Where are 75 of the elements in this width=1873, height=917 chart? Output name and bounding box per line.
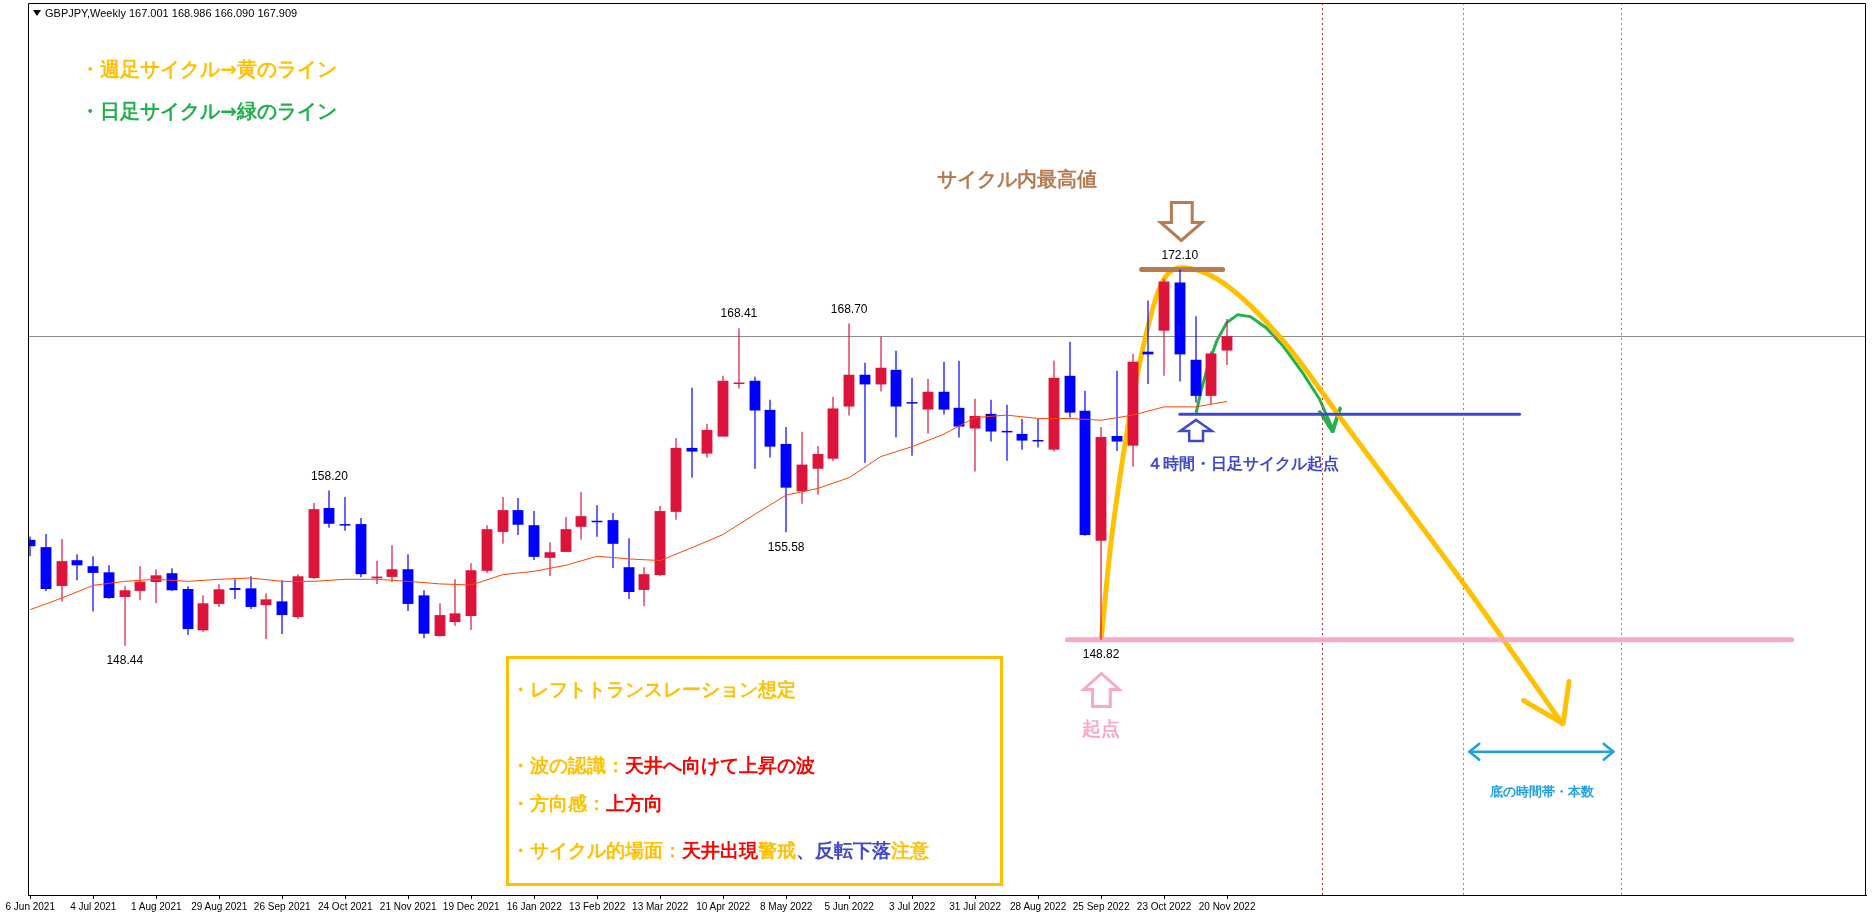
text: 注意 xyxy=(891,838,930,861)
annotation: 155.58 xyxy=(767,539,805,554)
x-tick-label: 19 Dec 2021 xyxy=(442,900,500,912)
text: サイクル内最高値 xyxy=(936,167,1097,192)
text: 警戒 xyxy=(758,838,797,861)
x-tick-label: 16 Jan 2022 xyxy=(506,900,563,912)
candlestick xyxy=(544,542,556,576)
candlestick xyxy=(780,426,792,533)
x-tick-label: 25 Sep 2022 xyxy=(1072,900,1130,912)
candlestick xyxy=(449,579,461,626)
candlestick xyxy=(1016,418,1028,450)
candlestick xyxy=(922,378,934,434)
text: 、反転下落 xyxy=(796,838,892,861)
x-tick-label: 5 Jun 2022 xyxy=(824,900,875,912)
x-tick-label: 6 Jun 2021 xyxy=(5,900,56,912)
annotation: 148.82 xyxy=(1082,647,1120,662)
candlestick xyxy=(87,556,99,612)
text: 上方向 xyxy=(606,791,664,814)
candlestick xyxy=(1221,318,1233,366)
candlestick xyxy=(119,586,131,646)
text: ・日足サイクル→緑のライン xyxy=(80,99,338,124)
text: 天井へ向けて上昇の波 xyxy=(625,753,816,776)
annotation: 168.41 xyxy=(720,306,758,321)
candlestick xyxy=(386,545,398,582)
candlestick xyxy=(890,350,902,438)
candlestick xyxy=(134,566,146,601)
annotation: 148.44 xyxy=(106,653,144,668)
text: ・波の認識： xyxy=(511,753,626,776)
x-tick-label: 24 Oct 2021 xyxy=(317,900,373,912)
text: 底の時間帯・本数 xyxy=(1490,783,1595,800)
candlestick xyxy=(276,580,288,635)
x-tick-label: 10 Apr 2022 xyxy=(696,900,751,912)
candlestick xyxy=(843,323,855,416)
x-tick-label: 4 Jul 2021 xyxy=(70,900,117,912)
annotation: 172.10 xyxy=(1161,247,1199,262)
candlestick xyxy=(638,567,650,607)
x-tick-label: 13 Mar 2022 xyxy=(632,900,689,912)
x-tick-label: 20 Nov 2022 xyxy=(1198,900,1256,912)
x-tick-label: 21 Nov 2021 xyxy=(379,900,437,912)
x-tick-label: 1 Aug 2021 xyxy=(130,900,182,912)
text: ・サイクル的場面： xyxy=(511,838,683,861)
x-tick-label: 8 May 2022 xyxy=(760,900,813,912)
text: ・レフトトランスレーション想定 xyxy=(511,677,797,700)
candlestick xyxy=(623,538,635,600)
text: ・方向感： xyxy=(511,791,607,814)
candlestick xyxy=(323,490,335,528)
x-tick-label: 31 Jul 2022 xyxy=(949,900,1002,912)
candlestick xyxy=(607,513,619,568)
annotation: ４時間・日足サイクル起点 xyxy=(1147,454,1340,474)
x-tick-label: 29 Aug 2021 xyxy=(191,900,248,912)
candlestick xyxy=(339,497,351,531)
text: ・週足サイクル→黄のライン xyxy=(80,57,338,82)
x-tick-label: 28 Aug 2022 xyxy=(1010,900,1067,912)
annotation: 168.70 xyxy=(830,301,868,316)
candlestick xyxy=(1111,370,1123,451)
candlestick xyxy=(906,377,918,456)
candlestick xyxy=(71,554,83,581)
candlestick xyxy=(56,538,68,602)
x-tick-label: 13 Feb 2022 xyxy=(569,900,626,912)
candlestick xyxy=(260,593,272,640)
candlestick xyxy=(512,498,524,535)
chart-title: GBPJPY,Weekly 167.001 168.986 166.090 167.909 xyxy=(45,7,298,19)
candlestick xyxy=(812,446,824,495)
candlestick xyxy=(938,361,950,415)
candlestick xyxy=(686,387,698,478)
candlestick xyxy=(1190,316,1202,403)
candlestick xyxy=(229,579,241,600)
annotation: 158.20 xyxy=(311,468,349,483)
x-tick-label: 3 Jul 2022 xyxy=(889,900,936,912)
candlestick xyxy=(749,376,761,469)
candlestick xyxy=(575,492,587,540)
x-tick-label: 26 Sep 2021 xyxy=(253,900,312,912)
x-tick-label: 23 Oct 2022 xyxy=(1136,900,1192,912)
text: 起点 xyxy=(1082,716,1121,740)
text: 天井出現 xyxy=(682,838,759,861)
